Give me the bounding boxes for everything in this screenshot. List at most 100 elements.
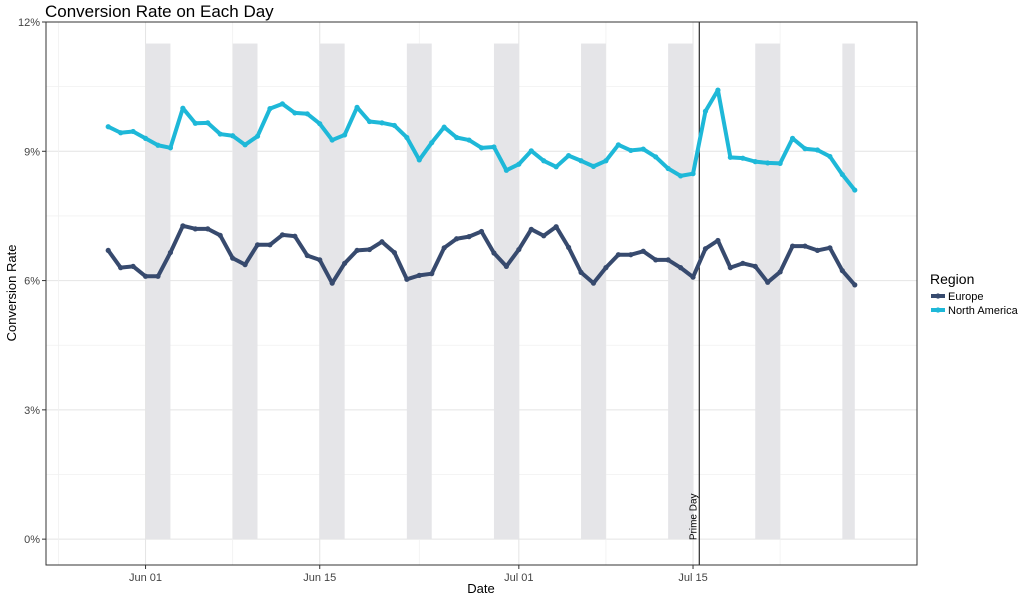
data-point	[354, 247, 360, 254]
y-tick-label: 0%	[24, 534, 40, 546]
data-point	[690, 171, 696, 177]
data-point	[677, 265, 684, 271]
data-point	[665, 165, 671, 172]
data-point	[802, 243, 808, 249]
weekend-bands	[145, 43, 855, 540]
y-axis: 0% 3% 6% 9% 12%	[18, 17, 46, 546]
data-point	[366, 246, 373, 253]
data-point	[317, 257, 323, 263]
legend: Region Europe North America	[930, 271, 1019, 317]
data-point	[167, 249, 174, 256]
data-point	[628, 252, 634, 258]
data-point	[342, 132, 348, 138]
data-point	[590, 163, 597, 169]
data-point	[342, 260, 348, 266]
x-axis: Jun 01 Jun 15 Jul 01 Jul 15	[129, 565, 708, 584]
data-point	[180, 223, 186, 229]
data-point	[777, 160, 783, 166]
data-point	[752, 263, 758, 269]
data-point	[765, 160, 771, 166]
data-point	[366, 118, 373, 125]
data-point	[578, 158, 584, 164]
prime-day-marker: Prime Day	[688, 22, 700, 565]
data-point	[553, 164, 559, 170]
data-point	[416, 272, 422, 278]
data-point	[142, 135, 149, 141]
data-point	[553, 224, 559, 230]
data-point	[404, 276, 410, 282]
data-point	[404, 134, 410, 141]
data-point	[391, 122, 397, 129]
legend-label: North America	[948, 305, 1019, 317]
data-point	[441, 124, 447, 130]
data-point	[590, 280, 597, 286]
series-lines	[105, 87, 858, 288]
data-point	[852, 187, 858, 193]
chart-title: Conversion Rate on Each Day	[45, 2, 274, 21]
data-point	[814, 247, 821, 254]
data-point	[317, 121, 323, 127]
data-point	[292, 233, 298, 239]
data-point	[566, 244, 572, 250]
data-point	[603, 158, 609, 164]
data-point	[653, 257, 659, 263]
weekend-band	[755, 43, 781, 540]
data-point	[267, 106, 273, 112]
data-point	[765, 279, 771, 285]
x-axis-title: Date	[467, 581, 494, 596]
data-point	[827, 153, 833, 160]
weekend-band	[581, 43, 606, 540]
data-point	[615, 252, 621, 258]
data-point	[628, 147, 634, 154]
series-group	[105, 223, 858, 288]
data-point	[292, 110, 298, 116]
data-point	[105, 124, 111, 130]
data-point	[242, 262, 248, 268]
data-point	[217, 131, 223, 137]
data-point	[789, 135, 796, 141]
data-point	[192, 226, 198, 232]
data-point	[105, 247, 111, 254]
data-point	[379, 120, 385, 126]
data-point	[329, 137, 335, 143]
data-point	[155, 142, 161, 148]
data-point	[205, 226, 211, 232]
data-point	[516, 161, 522, 167]
weekend-band	[842, 43, 855, 540]
data-point	[466, 234, 472, 240]
data-point	[802, 146, 808, 152]
data-point	[727, 265, 733, 271]
legend-title: Region	[930, 271, 974, 287]
legend-items: Europe North America	[931, 291, 1019, 317]
data-point	[180, 105, 186, 111]
data-point	[466, 137, 472, 143]
x-tick-label: Jul 15	[678, 572, 707, 584]
data-point	[702, 108, 709, 114]
x-tick-label: Jul 01	[504, 572, 533, 584]
data-point	[740, 155, 746, 161]
data-point	[653, 154, 659, 160]
data-point	[279, 232, 286, 238]
data-point	[491, 144, 497, 150]
data-point	[528, 226, 534, 232]
data-point	[839, 171, 845, 178]
data-point	[142, 273, 149, 279]
weekend-band	[406, 43, 432, 540]
data-point	[416, 157, 422, 163]
data-point	[130, 128, 136, 135]
data-point	[541, 233, 547, 239]
data-point	[478, 145, 485, 151]
data-point	[715, 237, 721, 244]
series-group	[105, 87, 858, 193]
data-point	[665, 257, 671, 263]
y-axis-title: Conversion Rate	[4, 245, 19, 342]
data-point	[379, 239, 385, 245]
data-point	[690, 274, 696, 280]
weekend-band	[668, 43, 694, 540]
data-point	[852, 282, 858, 288]
weekend-band	[145, 43, 171, 540]
data-point	[329, 280, 335, 286]
data-point	[304, 252, 310, 259]
data-point	[839, 268, 845, 274]
